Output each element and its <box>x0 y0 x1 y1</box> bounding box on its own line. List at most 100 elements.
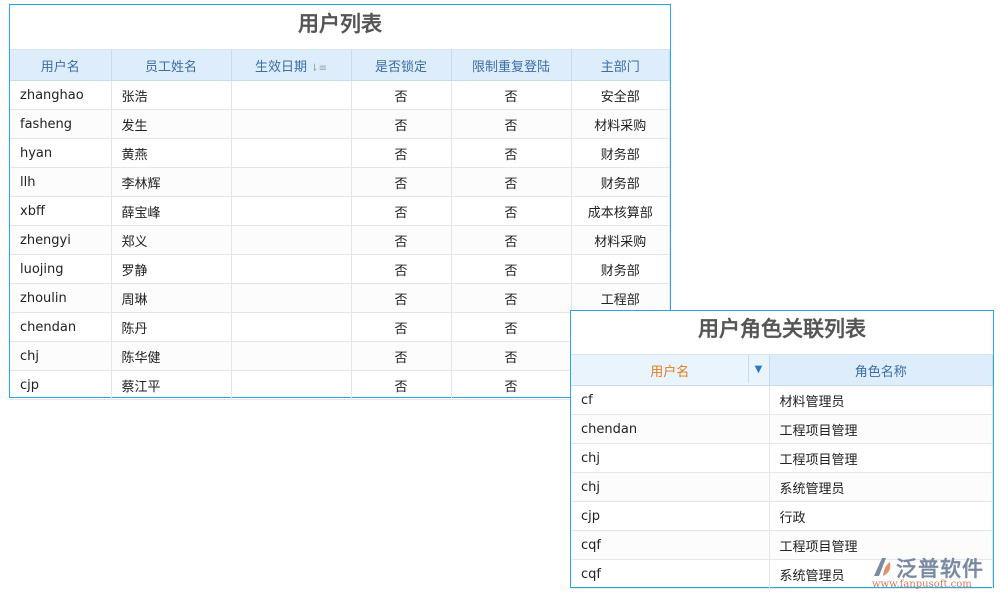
table-cell <box>231 341 352 371</box>
table-cell: 否 <box>451 109 572 139</box>
table-cell: 财务部 <box>571 138 670 168</box>
table-cell <box>231 370 352 400</box>
table-cell: 否 <box>451 225 572 255</box>
table-row[interactable]: zhoulin 周琳否否工程部 <box>10 283 670 313</box>
table-cell: 否 <box>451 370 572 400</box>
table-cell <box>231 109 352 139</box>
table-cell: xbff <box>10 196 112 226</box>
table-cell: 成本核算部 <box>571 196 670 226</box>
table-cell: 材料采购 <box>571 109 670 139</box>
table-row[interactable]: cf 材料管理员 <box>571 385 993 415</box>
table-cell: cqf <box>571 559 770 589</box>
column-header[interactable]: 主部门 <box>571 50 670 81</box>
table-row[interactable]: zhengyi 郑义否否材料采购 <box>10 225 670 255</box>
table-cell: 行政 <box>769 501 993 531</box>
table-row[interactable]: chj 工程项目管理 <box>571 443 993 473</box>
sort-icon[interactable]: ⇂≡ <box>307 62 327 74</box>
column-header[interactable]: 生效日期 ⇂≡ <box>231 50 352 81</box>
user-role-table: 用户名 ▼ 角色名称 cf 材料管理员 chendan 工程项目管理 chj 工程项目管理 c… <box>571 355 993 589</box>
table-cell: chendan <box>10 312 112 342</box>
table-cell: 否 <box>451 80 572 110</box>
table-cell <box>231 225 352 255</box>
table-cell: cqf <box>571 530 770 560</box>
table-cell: 材料采购 <box>571 225 670 255</box>
table-row[interactable]: chj 系统管理员 <box>571 472 993 502</box>
table-cell: 张浩 <box>111 80 232 110</box>
table-cell: 系统管理员 <box>769 559 993 589</box>
table-cell <box>231 138 352 168</box>
table-cell: chendan <box>571 414 770 444</box>
table-cell: 否 <box>451 254 572 284</box>
fanpusoft-logo: 泛普软件 www.fanpusoft.com <box>872 557 984 590</box>
table-row[interactable]: cqf 系统管理员 <box>571 559 993 589</box>
table-cell: 罗静 <box>111 254 232 284</box>
table-cell: cjp <box>10 370 112 400</box>
table-cell: 蔡江平 <box>111 370 232 400</box>
table-cell: 工程项目管理 <box>769 414 993 444</box>
table-cell: 工程部 <box>571 283 670 313</box>
table-cell: 否 <box>351 138 452 168</box>
table-cell: 郑义 <box>111 225 232 255</box>
table-cell: 财务部 <box>571 254 670 284</box>
table-cell: 否 <box>351 225 452 255</box>
table-row[interactable]: chendan 工程项目管理 <box>571 414 993 444</box>
table-cell: 否 <box>451 312 572 342</box>
table-cell: 发生 <box>111 109 232 139</box>
table-cell: 工程项目管理 <box>769 443 993 473</box>
table-cell: 周琳 <box>111 283 232 313</box>
table-cell: 陈丹 <box>111 312 232 342</box>
table-cell <box>231 196 352 226</box>
table-row[interactable]: zhanghao 张浩否否安全部 <box>10 80 670 110</box>
table-cell <box>231 312 352 342</box>
dropdown-icon[interactable]: ▼ <box>747 355 769 383</box>
table-row[interactable]: fasheng 发生否否材料采购 <box>10 109 670 139</box>
table-row[interactable]: hyan 黄燕否否财务部 <box>10 138 670 168</box>
table-cell: cf <box>571 385 770 415</box>
column-header[interactable]: 用户名 <box>10 50 112 81</box>
table-cell <box>231 283 352 313</box>
table-row[interactable]: llh 李林辉否否财务部 <box>10 167 670 197</box>
user-role-panel: 用户角色关联列表 用户名 ▼ 角色名称 cf 材料管理员 chendan 工程项目管理 c… <box>570 310 994 589</box>
table-row[interactable]: cqf 工程项目管理 <box>571 530 993 560</box>
table-cell: zhengyi <box>10 225 112 255</box>
table-cell: 否 <box>451 138 572 168</box>
table-cell: cjp <box>571 501 770 531</box>
table-cell: 材料管理员 <box>769 385 993 415</box>
table-cell: llh <box>10 167 112 197</box>
table-cell: chj <box>10 341 112 371</box>
table-row[interactable]: cjp 行政 <box>571 501 993 531</box>
table-cell: 财务部 <box>571 167 670 197</box>
table-cell: chj <box>571 472 770 502</box>
table-cell: 否 <box>351 167 452 197</box>
table-cell: 否 <box>351 283 452 313</box>
table-cell: zhanghao <box>10 80 112 110</box>
table-cell: 李林辉 <box>111 167 232 197</box>
column-header[interactable]: 是否锁定 <box>351 50 452 81</box>
table-row[interactable]: xbff 薛宝峰否否成本核算部 <box>10 196 670 226</box>
column-header[interactable]: 限制重复登陆 <box>451 50 572 81</box>
table-cell: 否 <box>351 341 452 371</box>
table-cell: 黄燕 <box>111 138 232 168</box>
table-cell: 系统管理员 <box>769 472 993 502</box>
table-row[interactable]: luojing 罗静否否财务部 <box>10 254 670 284</box>
table-cell: luojing <box>10 254 112 284</box>
column-header-username[interactable]: 用户名 ▼ <box>571 355 770 386</box>
table-cell: 否 <box>351 80 452 110</box>
user-table: 用户名 员工姓名 生效日期 ⇂≡ 是否锁定 限制重复登陆 主部门 zhanghao 张浩否否安… <box>10 50 670 400</box>
table-cell: 否 <box>351 370 452 400</box>
table-cell: chj <box>571 443 770 473</box>
table-cell <box>231 254 352 284</box>
table-cell: 否 <box>451 341 572 371</box>
table-cell <box>231 167 352 197</box>
logo-mark-icon <box>874 558 891 576</box>
table-cell: fasheng <box>10 109 112 139</box>
column-header[interactable]: 员工姓名 <box>111 50 232 81</box>
table-cell: 工程项目管理 <box>769 530 993 560</box>
table-cell: 陈华健 <box>111 341 232 371</box>
table-cell: hyan <box>10 138 112 168</box>
table-cell: 否 <box>451 167 572 197</box>
column-header-role-name[interactable]: 角色名称 <box>769 355 993 386</box>
table-cell: 否 <box>351 109 452 139</box>
table-cell: 否 <box>351 196 452 226</box>
user-role-title: 用户角色关联列表 <box>571 311 993 355</box>
